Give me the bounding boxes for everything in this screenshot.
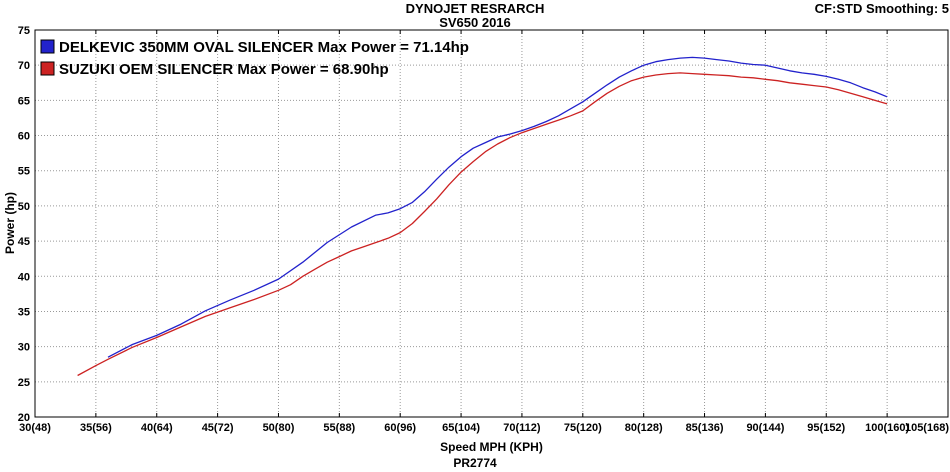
x-tick-label: 95(152) (807, 422, 845, 434)
y-tick-label: 50 (18, 201, 30, 213)
y-tick-label: 60 (18, 131, 30, 143)
x-tick-label: 80(128) (625, 422, 663, 434)
x-tick-label: 40(64) (141, 422, 173, 434)
legend-label-0: DELKEVIC 350MM OVAL SILENCER Max Power =… (59, 39, 469, 56)
smoothing-setting: CF:STD Smoothing: 5 (814, 1, 949, 16)
report-title: DYNOJET RESRARCH (405, 1, 545, 16)
y-tick-label: 30 (18, 342, 30, 354)
x-tick-label: 50(80) (263, 422, 295, 434)
y-tick-label: 70 (18, 60, 30, 72)
run-code: PR2774 (453, 456, 497, 470)
y-tick-label: 20 (18, 412, 30, 424)
plot-border (34, 29, 949, 418)
y-tick-label: 65 (18, 95, 30, 107)
legend-swatch-0 (40, 39, 55, 54)
y-tick-label: 75 (18, 25, 30, 37)
x-tick-label: 30(48) (19, 422, 51, 434)
y-axis-label: Power (hp) (3, 192, 17, 254)
legend-label-1: SUZUKI OEM SILENCER Max Power = 68.90hp (59, 61, 389, 78)
legend-swatch-1 (40, 61, 55, 76)
x-tick-label: 90(144) (746, 422, 784, 434)
series-line-0 (107, 56, 888, 358)
y-tick-label: 40 (18, 271, 30, 283)
y-tick-label: 55 (18, 166, 30, 178)
x-tick-label: 35(56) (80, 422, 112, 434)
y-tick-label: 25 (18, 377, 30, 389)
x-tick-label: 105(168) (905, 422, 949, 434)
dyno-power-chart: 20 25 30 35 40 45 50 55 60 65 70 75 30(48) 35(56) 40(6… (18, 25, 950, 434)
x-tick-label: 70(112) (503, 422, 541, 434)
x-tick-label: 55(88) (323, 422, 355, 434)
x-tick-label: 60(96) (384, 422, 416, 434)
x-tick-label: 100(160) (865, 422, 909, 434)
y-tick-label: 35 (18, 306, 30, 318)
x-tick-label: 45(72) (202, 422, 234, 434)
report-subtitle: SV650 2016 (439, 15, 511, 30)
x-tick-label: 85(136) (686, 422, 724, 434)
x-tick-label: 75(120) (564, 422, 602, 434)
y-tick-label: 45 (18, 236, 30, 248)
x-axis-label: Speed MPH (KPH) (440, 440, 543, 454)
series-line-1 (77, 72, 888, 377)
x-tick-label: 65(104) (442, 422, 480, 434)
